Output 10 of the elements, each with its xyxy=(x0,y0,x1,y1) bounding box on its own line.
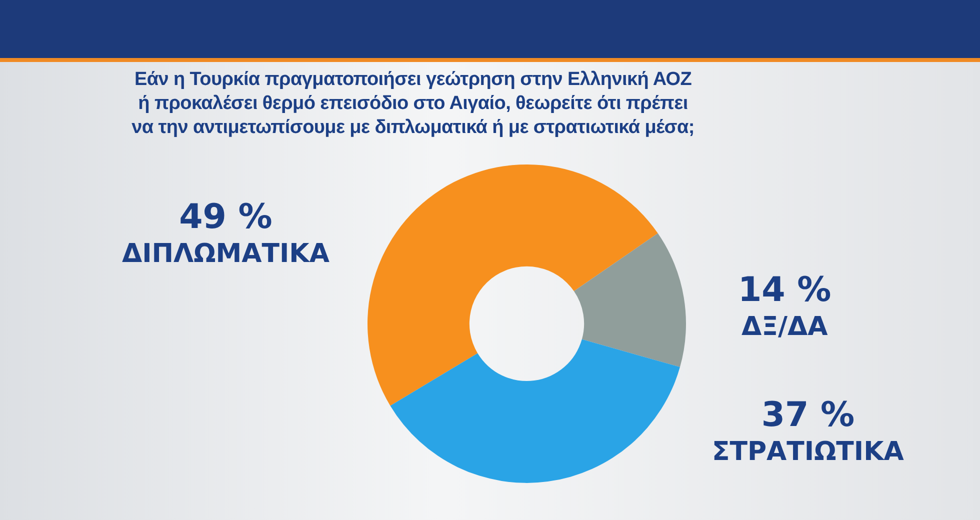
donut-slice xyxy=(390,339,680,483)
data-label: 49 % xyxy=(179,197,272,237)
slice-label: ΔΙΠΛΩΜΑΤΙΚΑ xyxy=(122,238,330,269)
slice-label: ΣΤΡΑΤΙΩΤΙΚΑ xyxy=(712,436,904,467)
data-label: 37 % xyxy=(761,395,855,435)
slice-label: ΔΞ/ΔΑ xyxy=(741,312,828,342)
donut-slice xyxy=(574,233,686,368)
donut-slice xyxy=(368,164,658,406)
data-label: 14 % xyxy=(738,270,832,310)
chart-title: Εάν η Τουρκία πραγματοποιήσει γεώτρηση στην Ελληνική ΑΟΖ ή προκαλέσει θερμό επεισόδιο στο Αιγαίο, θεωρείτε ότι πρέπει να την αντιμετωπίσουμε με διπλωματικά ή με στρατιωτικά μέσα; xyxy=(130,68,696,140)
